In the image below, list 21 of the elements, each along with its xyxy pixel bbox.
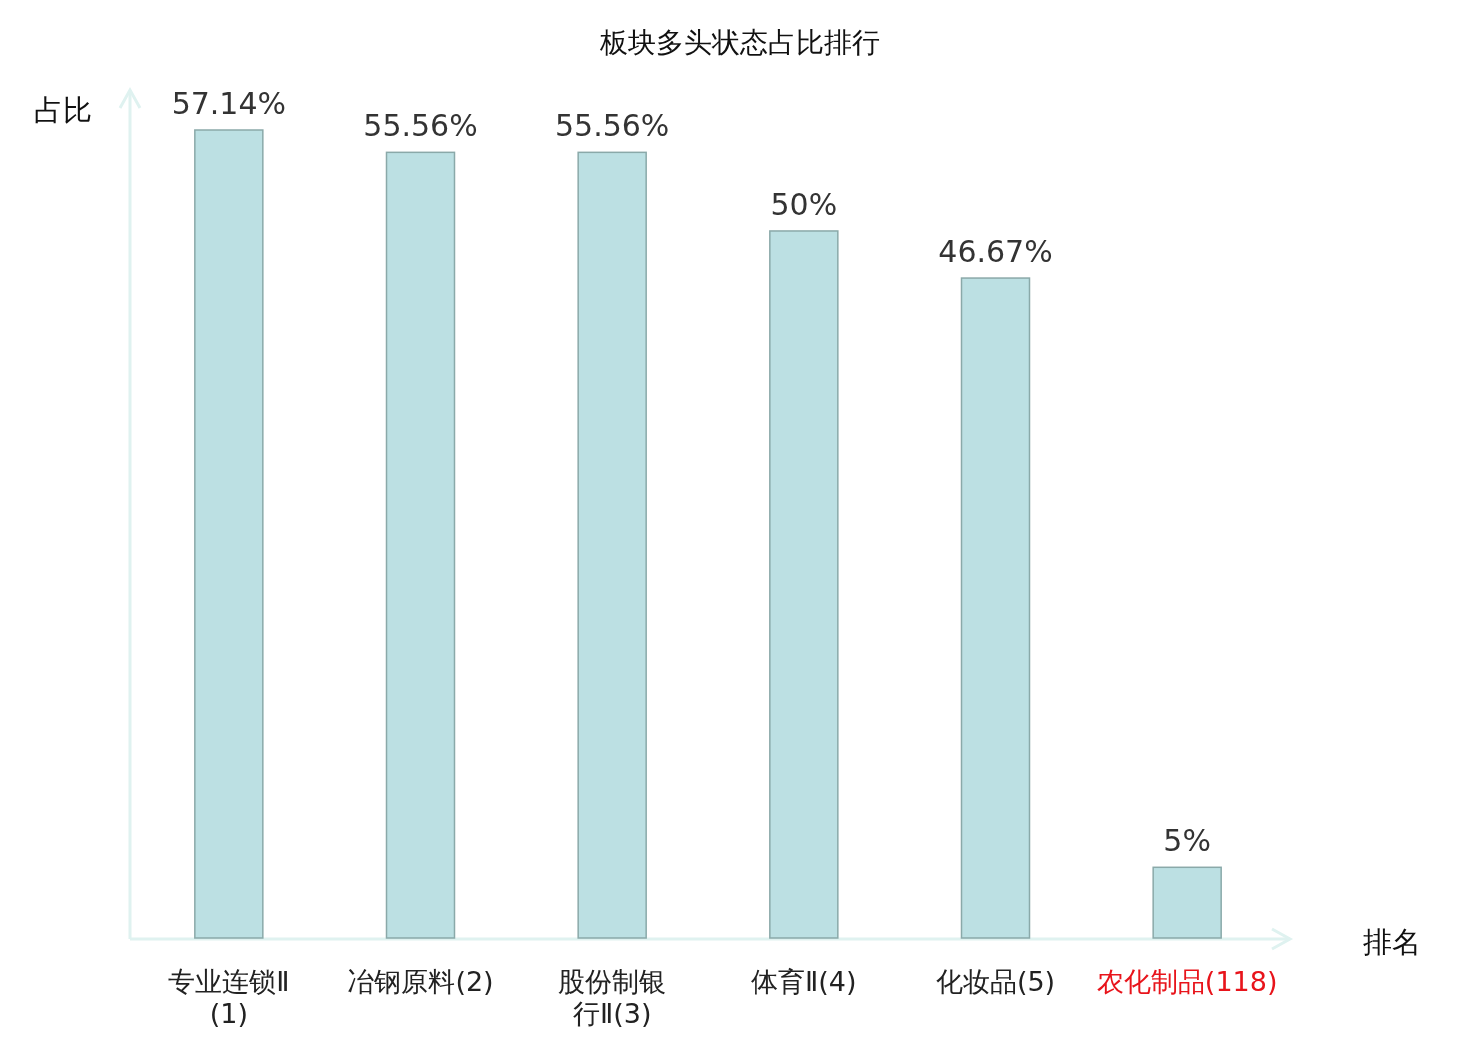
data-label: 46.67%: [938, 234, 1053, 270]
data-label: 55.56%: [363, 108, 478, 144]
bar: [960, 277, 1031, 939]
chart-title: 板块多头状态占比排行: [599, 26, 880, 59]
x-tick-label: 冶钢原料(2): [346, 966, 495, 998]
x-tick-label: 体育Ⅱ(4): [750, 966, 858, 998]
y-axis-title: 占比: [34, 93, 92, 127]
bar: [577, 151, 647, 939]
x-tick-label: 股份制银行Ⅱ(3): [557, 966, 668, 1030]
data-label: 50%: [770, 186, 838, 222]
bar: [385, 151, 456, 939]
bar: [769, 230, 839, 939]
data-label: 5%: [1163, 823, 1211, 859]
bar: [194, 129, 264, 939]
data-label: 55.56%: [554, 108, 670, 144]
bar: [1152, 866, 1222, 939]
x-tick-label: 农化制品(118): [1095, 966, 1279, 998]
x-tick-label: 化妆品(5): [934, 966, 1057, 998]
data-label: 57.14%: [171, 86, 287, 121]
x-axis-title: 排名: [1363, 925, 1421, 959]
x-tick-label: 专业连锁Ⅱ(1): [167, 966, 291, 1030]
